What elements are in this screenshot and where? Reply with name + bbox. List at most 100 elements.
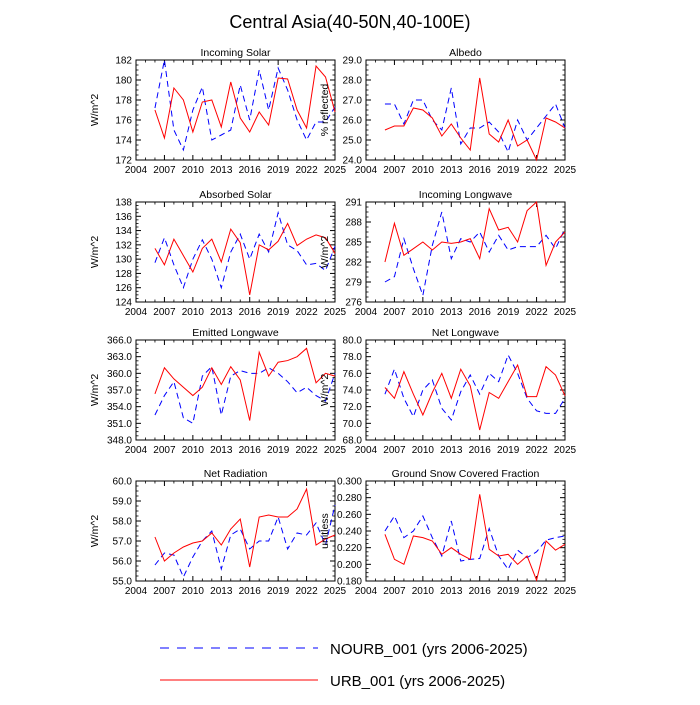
series-line-urb-001	[384, 363, 566, 431]
x-tick-label: 2013	[440, 445, 463, 456]
y-tick-label: 26.0	[343, 116, 363, 127]
y-tick-label: 0.240	[337, 527, 362, 538]
x-tick-label: 2022	[525, 586, 548, 597]
panel-title: Net Longwave	[432, 327, 499, 339]
y-axis-label: % reflected	[319, 84, 331, 137]
panel-title: Ground Snow Covered Fraction	[392, 468, 540, 480]
x-tick-label: 2019	[267, 165, 290, 176]
x-tick-label: 2004	[355, 165, 378, 176]
y-tick-label: 0.180	[337, 577, 362, 588]
y-tick-label: 55.0	[113, 577, 133, 588]
y-tick-label: 288	[345, 218, 362, 229]
y-tick-label: 279	[345, 278, 362, 289]
x-tick-label: 2010	[182, 307, 205, 318]
y-tick-label: 182	[115, 56, 132, 67]
x-tick-label: 2019	[497, 445, 520, 456]
panel-albedo: Albedo % reflected 24.0 25.0 26.0 27.0 28.0 29.…	[319, 47, 577, 176]
panel-title: Incoming Solar	[200, 47, 271, 59]
series-line-urb-001	[154, 64, 336, 140]
x-tick-label: 2019	[497, 165, 520, 176]
plot-frame	[135, 480, 336, 582]
y-tick-label: 80.0	[343, 336, 363, 347]
x-tick-label: 2025	[324, 165, 347, 176]
y-tick-label: 78.0	[343, 352, 363, 363]
y-axis-label: W/m^2	[319, 374, 331, 407]
y-tick-label: 351.0	[107, 419, 132, 430]
y-tick-label: 76.0	[343, 369, 363, 380]
y-tick-label: 28.0	[343, 76, 363, 87]
series-line-nourb-001	[384, 514, 566, 571]
y-tick-label: 29.0	[343, 56, 363, 67]
plot-frame	[365, 339, 566, 441]
x-tick-label: 2013	[210, 586, 233, 597]
x-tick-label: 2007	[383, 307, 406, 318]
y-tick-label: 174	[115, 136, 132, 147]
y-tick-label: 363.0	[107, 352, 132, 363]
x-tick-label: 2016	[469, 165, 492, 176]
y-tick-label: 0.220	[337, 543, 362, 554]
y-tick-label: 176	[115, 116, 132, 127]
x-tick-label: 2007	[383, 586, 406, 597]
y-axis-label: W/m^2	[89, 94, 101, 127]
legend-urb-label: URB_001 (yrs 2006-2025)	[330, 673, 505, 690]
y-tick-label: 0.260	[337, 510, 362, 521]
x-tick-label: 2019	[267, 586, 290, 597]
series-line-urb-001	[154, 222, 336, 295]
y-tick-label: 136	[115, 212, 132, 223]
y-tick-label: 0.200	[337, 560, 362, 571]
x-tick-label: 2010	[182, 445, 205, 456]
panel-title: Absorbed Solar	[199, 189, 272, 201]
x-tick-label: 2010	[182, 586, 205, 597]
x-tick-label: 2019	[497, 307, 520, 318]
x-tick-label: 2007	[383, 165, 406, 176]
x-tick-label: 2016	[239, 445, 262, 456]
plot-frame	[365, 201, 566, 303]
plot-frame	[135, 339, 336, 441]
x-tick-label: 2010	[412, 165, 435, 176]
x-tick-label: 2010	[412, 586, 435, 597]
y-axis-label: W/m^2	[89, 236, 101, 269]
series-line-nourb-001	[154, 504, 336, 579]
series-line-nourb-001	[154, 210, 336, 290]
plot-frame	[365, 480, 566, 582]
series-line-nourb-001	[384, 353, 566, 422]
y-tick-label: 25.0	[343, 136, 363, 147]
series-line-nourb-001	[384, 87, 566, 154]
series-line-urb-001	[384, 200, 566, 268]
y-tick-label: 180	[115, 76, 132, 87]
x-tick-label: 2007	[153, 307, 176, 318]
x-tick-label: 2013	[210, 445, 233, 456]
y-tick-label: 74.0	[343, 386, 363, 397]
panel-ground-snow-covered-fraction: Ground Snow Covered Fraction unitless 0.18…	[319, 468, 577, 597]
y-axis-label: unitless	[319, 513, 331, 549]
y-tick-label: 348.0	[107, 436, 132, 447]
y-tick-label: 68.0	[343, 436, 363, 447]
x-tick-label: 2025	[554, 307, 577, 318]
y-tick-label: 291	[345, 198, 362, 209]
x-tick-label: 2022	[525, 307, 548, 318]
y-tick-label: 282	[345, 258, 362, 269]
x-tick-label: 2016	[239, 586, 262, 597]
x-tick-label: 2004	[125, 445, 148, 456]
panel-title: Albedo	[449, 47, 482, 59]
panel-incoming-longwave: Incoming Longwave W/m^2 276 279 282 285 288 291…	[319, 189, 577, 318]
y-tick-label: 285	[345, 238, 362, 249]
x-tick-label: 2022	[525, 445, 548, 456]
series-line-urb-001	[154, 487, 336, 568]
x-tick-label: 2016	[469, 445, 492, 456]
y-tick-label: 276	[345, 298, 362, 309]
x-tick-label: 2016	[239, 165, 262, 176]
x-tick-label: 2007	[153, 586, 176, 597]
y-tick-label: 354.0	[107, 402, 132, 413]
x-tick-label: 2004	[355, 586, 378, 597]
y-tick-label: 357.0	[107, 386, 132, 397]
y-tick-label: 72.0	[343, 402, 363, 413]
x-tick-label: 2016	[239, 307, 262, 318]
x-tick-label: 2019	[497, 586, 520, 597]
x-tick-label: 2004	[125, 307, 148, 318]
y-tick-label: 57.0	[113, 537, 133, 548]
x-tick-label: 2025	[554, 586, 577, 597]
panel-incoming-solar: Incoming Solar W/m^2 172 174 176 178 180 182 200…	[89, 47, 347, 176]
y-tick-label: 59.0	[113, 497, 133, 508]
